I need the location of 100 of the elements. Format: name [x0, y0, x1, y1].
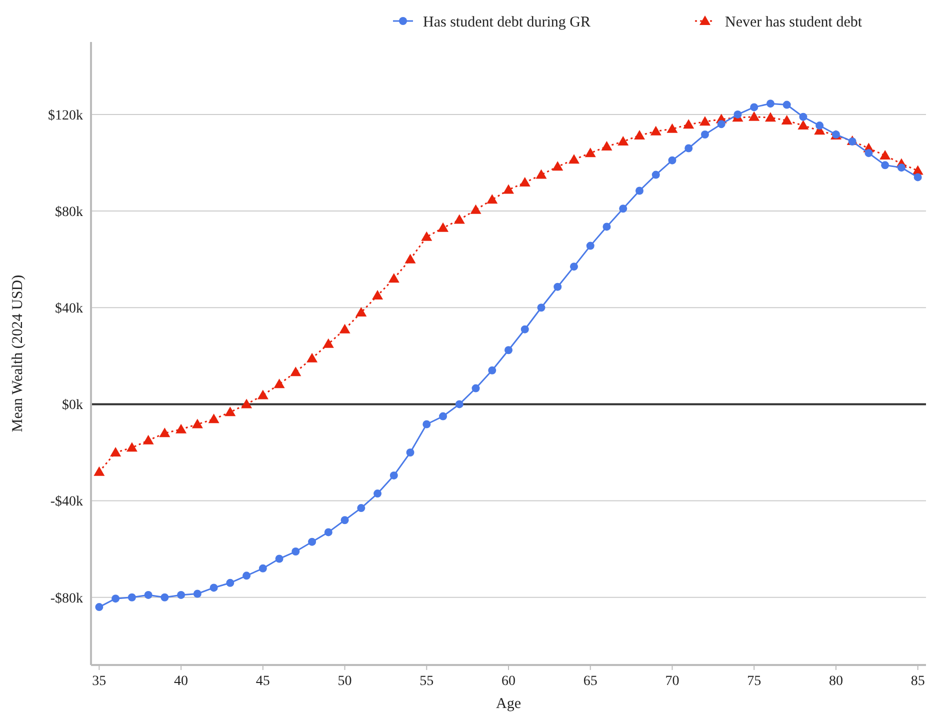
- point: [666, 123, 678, 133]
- point: [224, 406, 236, 416]
- point: [308, 538, 316, 546]
- x-tick-label: 40: [174, 674, 188, 689]
- x-tick-label: 65: [583, 674, 598, 689]
- point: [748, 111, 760, 121]
- point: [488, 366, 496, 374]
- point: [816, 122, 824, 130]
- y-tick-label: $80k: [55, 204, 83, 220]
- point: [634, 130, 645, 140]
- point: [635, 186, 644, 195]
- point: [177, 590, 186, 599]
- point: [176, 424, 187, 434]
- point: [94, 466, 105, 476]
- point: [210, 584, 218, 592]
- point: [683, 119, 694, 129]
- point: [519, 177, 530, 187]
- point: [750, 103, 758, 112]
- x-tick-label: 85: [910, 674, 925, 689]
- point: [142, 434, 154, 444]
- point: [258, 564, 267, 572]
- x-tick-label: 60: [502, 674, 516, 689]
- point: [880, 150, 891, 160]
- point: [290, 366, 302, 376]
- point: [650, 126, 662, 136]
- point: [422, 420, 431, 428]
- point: [193, 590, 202, 598]
- point: [421, 231, 432, 241]
- x-tick-label: 80: [828, 674, 843, 689]
- point: [470, 204, 482, 214]
- point: [372, 290, 384, 300]
- x-tick-label: 35: [92, 674, 106, 689]
- point: [292, 548, 300, 556]
- point: [275, 554, 284, 563]
- point: [537, 304, 546, 312]
- point: [306, 352, 318, 362]
- point: [339, 324, 350, 334]
- point: [242, 572, 251, 580]
- point: [914, 173, 922, 182]
- point: [110, 447, 122, 457]
- point: [520, 325, 529, 334]
- point: [586, 242, 594, 250]
- point: [226, 578, 234, 587]
- point: [734, 110, 742, 118]
- point: [128, 593, 136, 602]
- point: [766, 100, 774, 108]
- point: [782, 100, 791, 109]
- point: [570, 262, 578, 271]
- point: [95, 603, 104, 612]
- point: [668, 156, 676, 164]
- point: [799, 112, 808, 121]
- point: [781, 114, 792, 124]
- point: [584, 148, 596, 158]
- point: [324, 528, 332, 536]
- point: [404, 254, 416, 264]
- point: [700, 130, 709, 138]
- point: [764, 112, 776, 122]
- y-tick-label: -$80k: [50, 591, 83, 606]
- legend-label: Never has student debt: [725, 14, 863, 30]
- x-tick-label: 50: [338, 674, 352, 689]
- point: [699, 116, 710, 126]
- point: [455, 400, 464, 408]
- point: [208, 414, 220, 424]
- point: [160, 593, 169, 602]
- x-tick-label: 55: [420, 674, 434, 689]
- point: [374, 490, 382, 498]
- point: [503, 184, 514, 194]
- y-tick-label: $0k: [62, 398, 83, 414]
- point: [568, 154, 580, 164]
- point: [618, 136, 629, 146]
- point: [356, 306, 367, 316]
- point: [486, 194, 498, 204]
- point: [602, 222, 611, 231]
- point: [390, 471, 398, 480]
- point: [717, 120, 726, 128]
- point: [881, 161, 890, 170]
- point: [552, 161, 564, 171]
- point: [159, 428, 170, 438]
- point: [357, 504, 366, 512]
- point: [144, 590, 152, 599]
- y-axis-title: Mean Wealth (2024 USD): [10, 274, 26, 432]
- point: [897, 164, 906, 172]
- point: [864, 149, 873, 158]
- x-axis-title: Age: [496, 696, 522, 712]
- point: [798, 120, 809, 130]
- point: [619, 204, 628, 213]
- point: [438, 222, 449, 232]
- point: [684, 144, 693, 152]
- point: [112, 594, 120, 603]
- legend-label: Has student debt during GR: [423, 14, 590, 30]
- point: [601, 141, 612, 151]
- y-tick-label: $40k: [55, 302, 83, 317]
- point: [406, 448, 414, 457]
- y-tick-label: $120k: [48, 108, 83, 124]
- point: [322, 338, 334, 348]
- point: [504, 346, 512, 354]
- point: [257, 390, 268, 400]
- point: [536, 169, 547, 179]
- point: [439, 412, 448, 420]
- point: [652, 170, 660, 179]
